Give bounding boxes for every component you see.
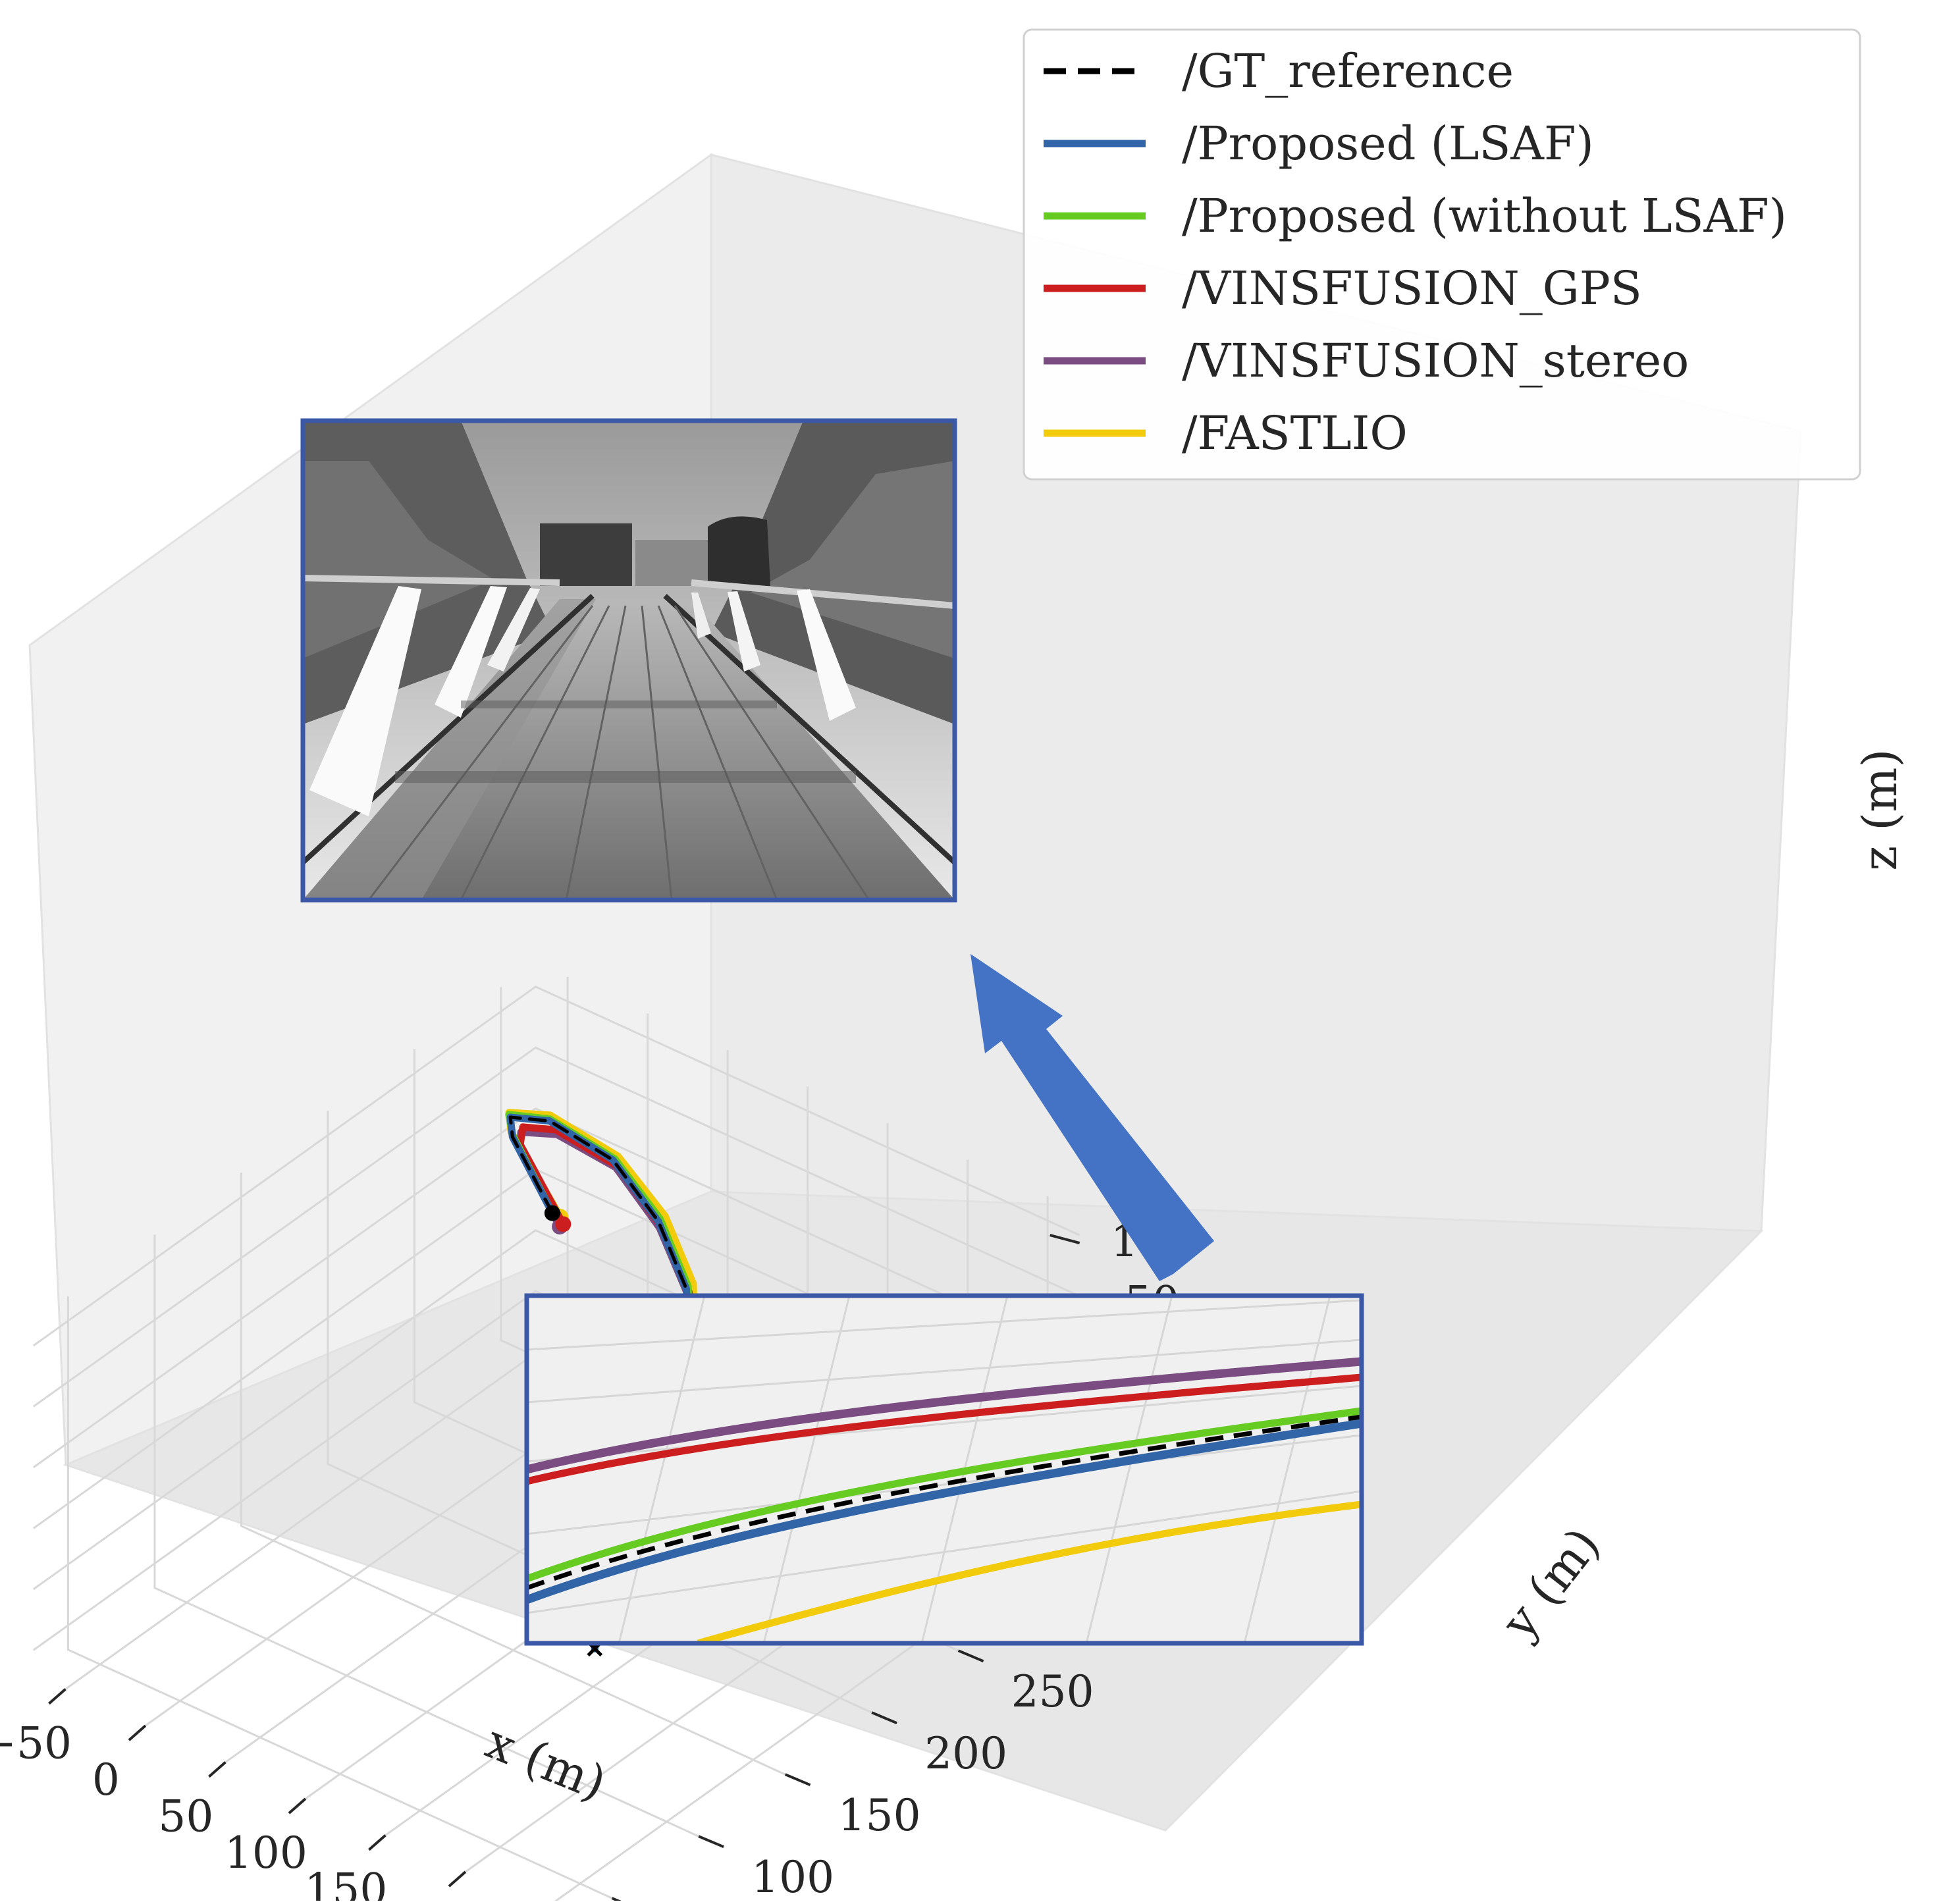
y-tick-mark [957,1649,984,1663]
x-tick-label: 100 [225,1828,307,1878]
x-tick-mark [128,1724,147,1741]
legend-label-gt-reference: /GT_reference [1182,44,1514,98]
legend-label-proposed-without-lsaf: /Proposed (without LSAF) [1182,189,1787,243]
series-start-marker [544,1205,560,1221]
legend-label-vinsfusion-stereo: /VINSFUSION_stereo [1182,334,1689,388]
x-tick-label: 150 [304,1864,387,1901]
y-tick-label: 200 [924,1728,1007,1779]
y-tick-mark [871,1711,897,1725]
grid-line-y [240,1173,786,1776]
x-tick-mark [288,1797,307,1814]
legend-label-vinsfusion-gps: /VINSFUSION_GPS [1182,261,1642,315]
grid-line-z [32,1046,1080,1408]
legend-label-fastlio: /FASTLIO [1182,406,1408,460]
y-tick-label: 100 [751,1852,834,1901]
x-axis-label: x (m) [478,1714,614,1811]
y-tick-label: 150 [838,1790,921,1841]
grid-line-y [66,1296,613,1899]
photo-inset [300,418,957,903]
y-tick-mark [698,1835,724,1849]
y-axis-label: y (m) [1491,1518,1611,1650]
z-tick-mark [1050,1234,1080,1245]
grid-line-y [153,1234,699,1838]
zoom-series-proposed-without-lsaf [527,1407,1362,1583]
grid-line-z [32,1107,1080,1469]
y-tick-mark [611,1897,629,1904]
z-axis-label: z (m) [1852,749,1907,870]
x-tick-label: −50 [0,1718,72,1769]
x-tick-mark [368,1834,386,1851]
x-tick-mark [208,1761,226,1778]
y-tick-label: 250 [1011,1666,1094,1717]
x-tick-label: 50 [158,1791,213,1842]
zoom-inset [524,1293,1364,1646]
legend-frame [1023,28,1861,481]
legend: /GT_reference/Proposed (LSAF) /Proposed (… [1023,28,1861,481]
zoom-series-proposed-lsaf [527,1419,1362,1604]
zoom-series-vinsfusion-gps [527,1373,1362,1485]
x-tick-mark [48,1688,66,1705]
x-tick-mark [448,1870,467,1888]
series-start-marker [555,1216,572,1232]
legend-label-proposed-lsaf: /Proposed (LSAF) [1182,117,1594,171]
grid-line-z [32,985,1080,1347]
x-tick-label: 0 [92,1755,120,1805]
y-tick-mark [784,1773,811,1787]
callout-arrow [970,954,1214,1281]
zoom-series-fastlio [697,1500,1362,1643]
zoom-series-vinsfusion-stereo [527,1357,1362,1474]
zoom-series-gt-reference [527,1414,1362,1591]
